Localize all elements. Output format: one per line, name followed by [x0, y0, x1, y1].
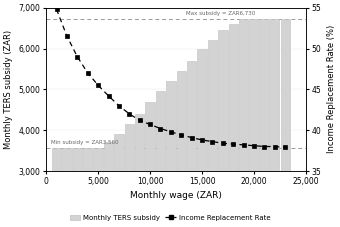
Bar: [135, 114, 144, 227]
Bar: [239, 19, 248, 227]
Y-axis label: Monthly TERS subsidy (ZAR): Monthly TERS subsidy (ZAR): [4, 30, 13, 149]
Bar: [166, 81, 175, 227]
Bar: [270, 19, 279, 227]
Bar: [146, 102, 155, 227]
Bar: [208, 40, 217, 227]
X-axis label: Monthly wage (ZAR): Monthly wage (ZAR): [130, 191, 222, 200]
Bar: [62, 148, 72, 227]
Bar: [228, 24, 238, 227]
Bar: [104, 142, 113, 227]
Bar: [94, 148, 103, 227]
Bar: [114, 134, 123, 227]
Bar: [280, 19, 290, 227]
Bar: [260, 19, 269, 227]
Bar: [83, 148, 92, 227]
Bar: [218, 30, 227, 227]
Bar: [125, 124, 134, 227]
Bar: [197, 49, 207, 227]
Legend: Monthly TERS subsidy, Income Replacement Rate: Monthly TERS subsidy, Income Replacement…: [67, 212, 273, 224]
Y-axis label: Income Replacement Rate (%): Income Replacement Rate (%): [327, 25, 336, 153]
Text: Max subsidy = ZAR6,730: Max subsidy = ZAR6,730: [186, 11, 256, 16]
Bar: [73, 148, 82, 227]
Bar: [249, 19, 259, 227]
Bar: [52, 148, 61, 227]
Bar: [187, 61, 196, 227]
Bar: [156, 91, 165, 227]
Bar: [176, 71, 186, 227]
Text: Min subsidy = ZAR3,560: Min subsidy = ZAR3,560: [51, 140, 119, 145]
